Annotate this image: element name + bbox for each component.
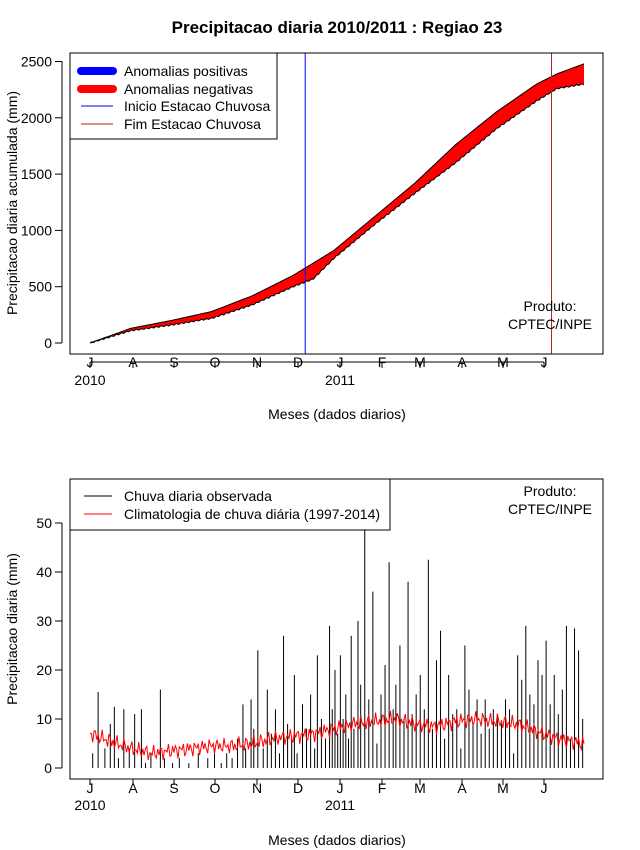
top-month-label: D [293, 354, 303, 370]
top-y-tick-label: 2000 [21, 110, 52, 126]
top-y-tick-label: 500 [29, 279, 53, 295]
top-plot-frame [69, 52, 604, 355]
top-month-label: J [87, 354, 94, 370]
top-y-tick-label: 2500 [21, 54, 52, 70]
bottom-y-axis: 0 10 20 30 40 50 [36, 515, 63, 776]
bottom-month-label: D [293, 780, 303, 796]
top-y-axis-label: Precipitacao diaria acumulada (mm) [4, 91, 20, 315]
top-legend: Anomalias positivas Anomalias negativas … [69, 52, 278, 140]
bottom-y-tick-label: 10 [36, 711, 52, 727]
bottom-month-label: F [378, 780, 387, 796]
top-month-label: J [337, 354, 344, 370]
top-y-tick-label: 1000 [21, 222, 52, 238]
legend-end-label: Fim Estacao Chuvosa [124, 116, 261, 132]
top-year-label: 2011 [325, 372, 355, 388]
top-month-label: J [541, 354, 548, 370]
top-month-label: O [210, 354, 221, 370]
bottom-y-tick-label: 40 [36, 564, 52, 580]
bottom-month-label: J [337, 780, 344, 796]
bottom-product-label: Produto: [524, 483, 577, 499]
bottom-y-tick-label: 0 [44, 760, 52, 776]
top-month-label: F [378, 354, 387, 370]
bottom-y-tick-label: 30 [36, 613, 52, 629]
bottom-month-label: M [497, 780, 509, 796]
top-x-axis: J A S O N D J F M A M J 2010 2011 [74, 354, 547, 388]
top-y-axis: 0 500 1000 1500 2000 2500 [21, 54, 63, 351]
observed-cumulative-line [89, 83, 585, 344]
top-product-name: CPTEC/INPE [508, 316, 592, 332]
bottom-product-name: CPTEC/INPE [508, 501, 592, 517]
bottom-month-label: J [541, 780, 548, 796]
bottom-year-label: 2011 [325, 797, 355, 813]
top-y-tick-label: 1500 [21, 166, 52, 182]
negative-anomaly-area [90, 63, 584, 344]
bottom-y-axis-label: Precipitacao diaria (mm) [4, 553, 20, 705]
bottom-month-label: S [169, 780, 178, 796]
top-month-label: M [414, 354, 426, 370]
legend-positive-label: Anomalias positivas [124, 63, 248, 79]
bottom-legend: Chuva diaria observada Climatologia de c… [69, 478, 391, 531]
top-month-label: A [457, 354, 467, 370]
legend-climatology-label: Climatologia de chuva diária (1997-2014) [124, 506, 380, 522]
top-product-label: Produto: [524, 298, 577, 314]
bottom-month-label: A [128, 780, 138, 796]
bottom-month-label: N [252, 780, 262, 796]
cumulative-precipitation-plot: 0 500 1000 1500 2000 2500 J A S O N D J F M A M J 2010 201… [4, 52, 604, 422]
climatology-cumulative-line [89, 63, 585, 344]
bottom-month-label: A [457, 780, 467, 796]
bottom-y-tick-label: 20 [36, 662, 52, 678]
top-month-label: S [169, 354, 178, 370]
bottom-month-label: O [210, 780, 221, 796]
top-month-label: A [128, 354, 138, 370]
bottom-month-label: J [87, 780, 94, 796]
top-x-axis-label: Meses (dados diarios) [268, 406, 406, 422]
bottom-y-tick-label: 50 [36, 515, 52, 531]
chart-title: Precipitacao diaria 2010/2011 : Regiao 2… [172, 18, 503, 37]
legend-negative-label: Anomalias negativas [124, 81, 253, 97]
bottom-x-axis-label: Meses (dados diarios) [268, 832, 406, 848]
legend-observed-label: Chuva diaria observada [124, 488, 272, 504]
top-year-label: 2010 [74, 372, 105, 388]
bottom-legend-box [69, 478, 391, 531]
climatology-daily-line [89, 710, 585, 761]
top-month-label: N [252, 354, 262, 370]
top-y-tick-label: 0 [44, 335, 52, 351]
top-month-label: M [497, 354, 509, 370]
legend-start-label: Inicio Estacao Chuvosa [124, 98, 271, 114]
bottom-year-label: 2010 [74, 797, 105, 813]
bottom-month-label: M [414, 780, 426, 796]
